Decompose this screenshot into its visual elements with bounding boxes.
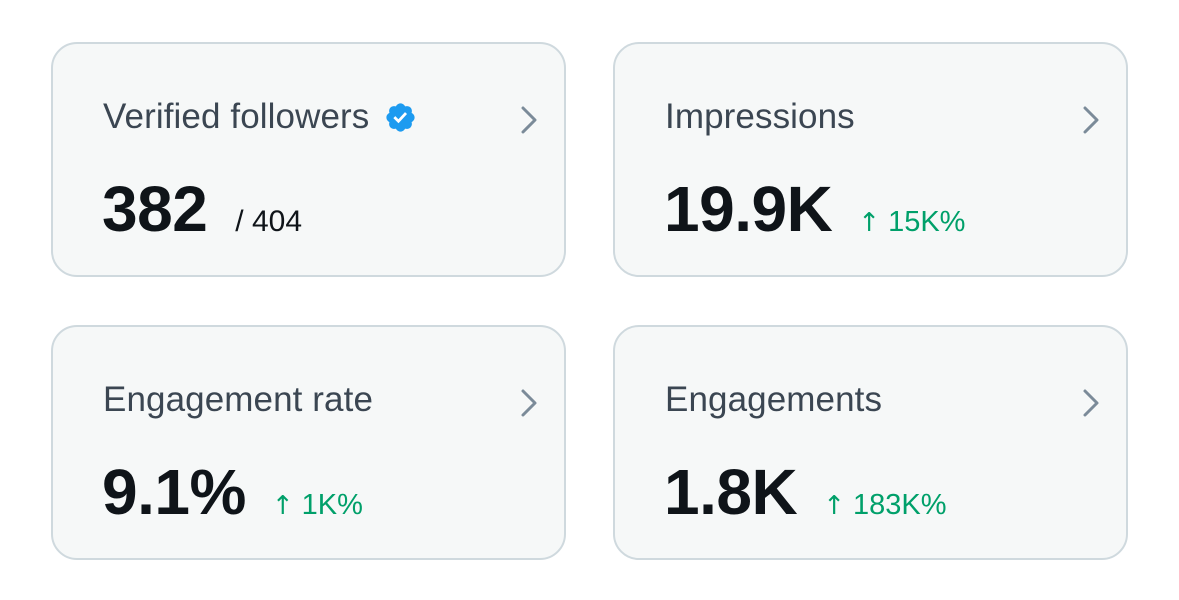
value-row: 1.8K ↑ 183K%: [664, 455, 947, 529]
arrow-up-icon: ↑: [823, 491, 845, 521]
chevron-right-icon: [521, 106, 537, 134]
impressions-card[interactable]: Impressions 19.9K ↑ 15K%: [613, 42, 1128, 277]
value-row: 19.9K ↑ 15K%: [664, 172, 965, 246]
verified-followers-card[interactable]: Verified followers 382 / 404: [51, 42, 566, 277]
metric-delta: ↑ 15K%: [858, 206, 965, 239]
metric-delta: ↑ 1K%: [272, 489, 363, 522]
metric-value: 1.8K: [664, 456, 798, 528]
card-label: Engagements: [665, 380, 883, 419]
metric-value: 9.1%: [102, 456, 246, 528]
delta-value: 15K%: [888, 206, 966, 238]
card-label: Impressions: [665, 97, 855, 136]
engagements-card[interactable]: Engagements 1.8K ↑ 183K%: [613, 325, 1128, 560]
arrow-up-icon: ↑: [858, 208, 881, 238]
metric-value: 382: [102, 173, 208, 245]
chevron-right-icon: [1083, 389, 1099, 417]
metric-total: / 404: [235, 205, 303, 238]
card-label: Engagement rate: [103, 380, 374, 419]
value-row: 9.1% ↑ 1K%: [102, 455, 363, 529]
chevron-right-icon: [521, 389, 537, 417]
value-row: 382 / 404: [102, 172, 302, 246]
arrow-up-icon: ↑: [271, 491, 294, 521]
verified-followers-label-row: Verified followers: [103, 97, 417, 137]
metric-delta: ↑ 183K%: [823, 489, 946, 522]
card-label: Verified followers: [103, 97, 370, 136]
verified-badge-icon: [386, 102, 415, 132]
chevron-right-icon: [1083, 106, 1099, 134]
engagement-rate-card[interactable]: Engagement rate 9.1% ↑ 1K%: [51, 325, 566, 560]
delta-value: 183K%: [852, 489, 947, 521]
delta-value: 1K%: [301, 489, 363, 521]
metric-value: 19.9K: [664, 173, 833, 245]
analytics-cards-grid: Verified followers 382 / 404 Impressions…: [51, 42, 1128, 560]
